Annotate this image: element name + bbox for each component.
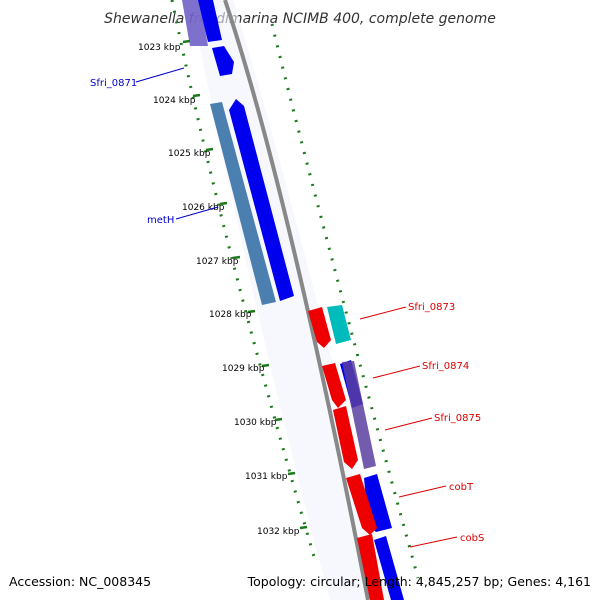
gene-label-metH[interactable]: metH <box>147 215 174 226</box>
leader-line <box>359 306 407 320</box>
genome-summary-text: Topology: circular; Length: 4,845,257 bp… <box>247 574 591 589</box>
gene-label-cobS[interactable]: cobS <box>460 533 484 544</box>
tick-label: 1023 kbp <box>138 43 181 53</box>
gene-feature-forward[interactable] <box>212 46 234 76</box>
tick-label: 1030 kbp <box>234 418 277 428</box>
tick-label: 1026 kbp <box>182 203 225 213</box>
tick-label: 1025 kbp <box>168 149 211 159</box>
map-title: Shewanella frigidimarina NCIMB 400, comp… <box>104 11 496 27</box>
gene-feature-cobT[interactable] <box>346 474 377 535</box>
gene-feature-cobS[interactable] <box>357 534 384 600</box>
genome-backbone <box>223 0 370 600</box>
gene-feature-metH[interactable] <box>210 102 276 305</box>
major-tick <box>182 39 191 44</box>
gene-labels: Sfri_0871 metH Sfri_0873 Sfri_0874 Sfri_… <box>90 67 484 548</box>
leader-line <box>398 485 447 498</box>
major-tick <box>219 201 228 206</box>
major-tick <box>287 471 296 476</box>
gene-feature-Sfri_0874[interactable] <box>342 361 376 469</box>
gene-label-Sfri_0874[interactable]: Sfri_0874 <box>422 361 469 372</box>
gene-feature-rna[interactable] <box>327 305 351 344</box>
tick-label: 1031 kbp <box>245 472 288 482</box>
tick-label: 1032 kbp <box>257 527 300 537</box>
major-tick <box>299 525 308 530</box>
tick-label: 1027 kbp <box>196 257 239 267</box>
gene-label-Sfri_0871[interactable]: Sfri_0871 <box>90 78 137 89</box>
leader-line <box>384 417 433 431</box>
gene-label-cobT[interactable]: cobT <box>449 482 474 493</box>
tick-label: 1024 kbp <box>153 96 196 106</box>
gene-feature-forward[interactable] <box>374 536 404 600</box>
major-tick <box>192 93 201 98</box>
leader-line <box>135 67 185 83</box>
leader-line <box>372 365 421 379</box>
leader-line <box>409 536 458 548</box>
tick-label: 1028 kbp <box>209 310 252 320</box>
major-tick <box>232 255 241 260</box>
leader-line <box>175 206 219 220</box>
major-ticks <box>182 39 308 530</box>
major-tick <box>274 417 283 422</box>
gene-feature-reverse[interactable] <box>333 406 358 469</box>
gene-feature-reverse[interactable] <box>322 363 346 408</box>
gene-feature-forward[interactable] <box>229 99 294 301</box>
gene-label-Sfri_0873[interactable]: Sfri_0873 <box>408 302 455 313</box>
tick-label: 1029 kbp <box>222 364 265 374</box>
major-tick <box>261 363 270 368</box>
reverse-genes <box>308 307 384 600</box>
forward-genes <box>182 0 404 600</box>
gene-feature-Sfri_0873[interactable] <box>308 307 331 348</box>
accession-text: Accession: NC_008345 <box>9 574 151 589</box>
gene-feature-forward[interactable] <box>198 0 222 42</box>
gene-label-Sfri_0875[interactable]: Sfri_0875 <box>434 413 481 424</box>
tick-labels: 1023 kbp 1024 kbp 1025 kbp 1026 kbp 1027… <box>138 43 300 537</box>
major-tick <box>247 309 256 314</box>
major-tick <box>205 147 214 152</box>
